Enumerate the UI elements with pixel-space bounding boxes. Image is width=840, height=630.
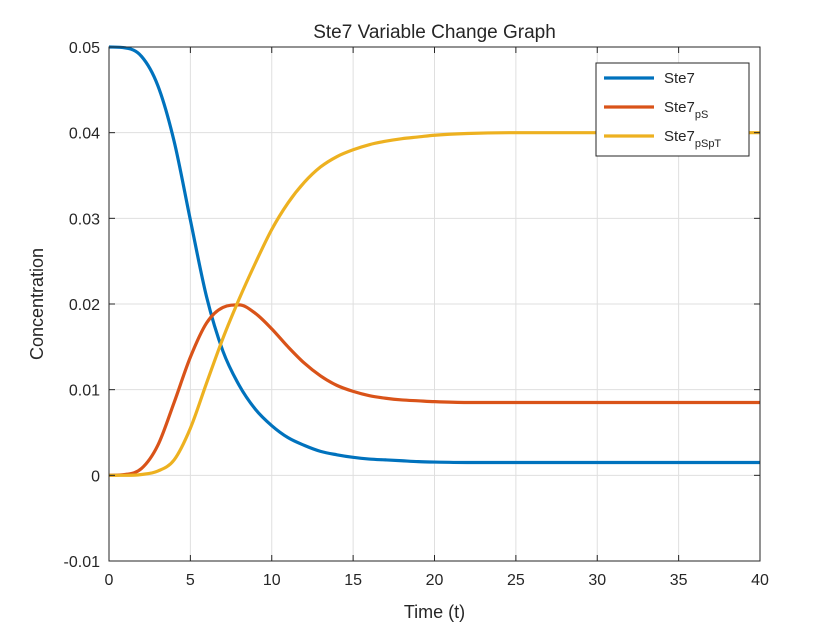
legend-label-ste7ps: Ste7pS <box>664 99 708 121</box>
legend-label-base: Ste7 <box>664 99 695 116</box>
x-tick-label: 35 <box>670 572 688 589</box>
x-tick-label: 10 <box>263 572 281 589</box>
series-lines <box>108 45 760 477</box>
x-tick-label: 5 <box>186 572 195 589</box>
y-tick-label: 0.01 <box>69 383 100 400</box>
y-tick-label: 0 <box>91 468 100 485</box>
chart-title: Ste7 Variable Change Graph <box>313 22 556 43</box>
x-tick-label: 30 <box>588 572 606 589</box>
legend-label-base: Ste7 <box>664 70 695 87</box>
x-axis-label: Time (t) <box>404 602 465 622</box>
y-tick-label: 0.03 <box>69 211 100 228</box>
legend-label-subscript: pS <box>695 109 708 121</box>
y-tick-label: 0.04 <box>69 126 100 143</box>
legend-label-base: Ste7 <box>664 128 695 145</box>
y-tick-label: -0.01 <box>64 554 101 571</box>
y-axis-label: Concentration <box>27 248 47 360</box>
legend-label-ste7pspt: Ste7pSpT <box>664 128 721 150</box>
y-tick-label: 0.02 <box>69 297 100 314</box>
series-line-ste7pspt <box>109 131 760 477</box>
y-tick-label: 0.05 <box>69 40 100 57</box>
series-line-ste7 <box>108 45 760 465</box>
x-tick-label: 20 <box>426 572 444 589</box>
x-tick-label: 40 <box>751 572 769 589</box>
series-line-ste7ps <box>108 303 760 477</box>
axis-ticks: 0 5 10 15 20 25 30 35 40-0.0100.010.020.030.040.… <box>64 40 769 589</box>
legend-label-ste7: Ste7 <box>664 70 695 87</box>
x-tick-label: 25 <box>507 572 525 589</box>
x-tick-label: 15 <box>344 572 362 589</box>
legend-label-subscript: pSpT <box>695 138 722 150</box>
x-tick-label: 0 <box>105 572 114 589</box>
